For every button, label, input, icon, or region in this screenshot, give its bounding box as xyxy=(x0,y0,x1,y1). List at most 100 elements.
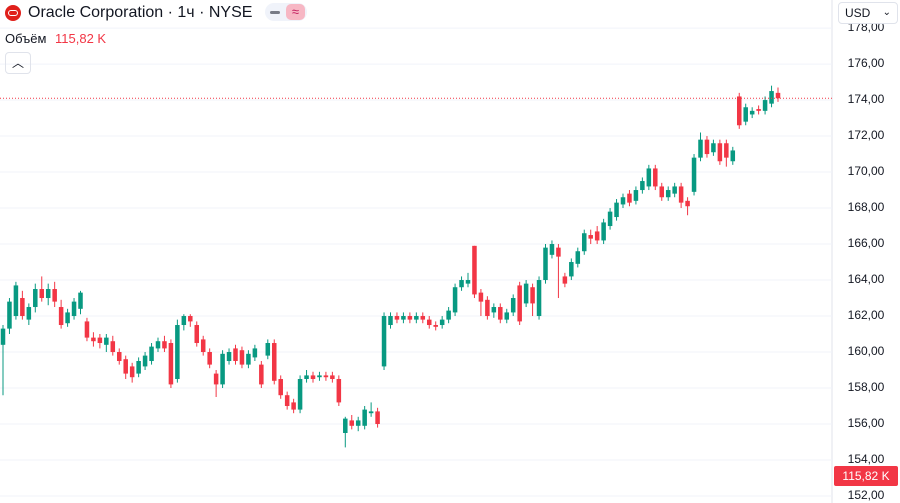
candle-body xyxy=(200,339,206,353)
candle-body xyxy=(52,289,57,302)
y-tick-label: 162,00 xyxy=(848,308,885,322)
candle-body xyxy=(78,292,83,309)
candle-body xyxy=(562,276,568,284)
volume-axis-label: 115,82 K xyxy=(834,466,898,486)
candle-body xyxy=(220,353,225,385)
candle-body xyxy=(26,307,32,320)
candle-body xyxy=(517,285,522,322)
candle-body xyxy=(394,316,400,320)
candle-body xyxy=(271,343,277,381)
collapse-button[interactable]: ︿ xyxy=(5,52,31,74)
candle-body xyxy=(349,420,355,426)
candle-body xyxy=(116,352,122,362)
candle-body xyxy=(233,348,238,362)
y-tick-label: 174,00 xyxy=(848,92,885,106)
candle-body xyxy=(265,343,271,356)
candle-body xyxy=(594,231,600,241)
candle-body xyxy=(71,301,77,317)
candle-body xyxy=(284,395,290,406)
candle-body xyxy=(588,235,593,239)
candle-body xyxy=(510,298,516,313)
candle-body xyxy=(672,186,677,194)
candle-body xyxy=(633,190,639,201)
candle-body xyxy=(549,244,555,255)
candle-body xyxy=(491,307,497,313)
candle-body xyxy=(504,312,510,320)
candle-body xyxy=(646,168,652,187)
candle-body xyxy=(614,202,619,218)
candle-body xyxy=(678,186,684,203)
candle-body xyxy=(84,321,90,338)
candle-body xyxy=(20,298,25,317)
candle-body xyxy=(123,359,128,374)
y-tick-label: 172,00 xyxy=(848,128,885,142)
candle-body xyxy=(736,96,742,126)
candle-body xyxy=(607,211,613,227)
candle-body xyxy=(569,262,574,277)
candle-body xyxy=(259,364,264,385)
candle-body xyxy=(33,289,38,308)
y-tick-label: 176,00 xyxy=(848,56,885,70)
candle-body xyxy=(743,107,748,122)
candle-body xyxy=(620,197,626,205)
candle-body xyxy=(149,346,154,362)
candle-body xyxy=(355,420,361,426)
candle-body xyxy=(246,353,251,365)
candle-body xyxy=(65,312,70,324)
candle-body xyxy=(640,181,645,191)
candle-body xyxy=(278,379,283,396)
candle-body xyxy=(536,280,542,317)
currency: USD xyxy=(845,6,871,20)
candle-body xyxy=(188,316,193,322)
candle-body xyxy=(627,193,632,203)
candle-body xyxy=(226,352,232,362)
toggle[interactable]: ≈ xyxy=(265,3,307,21)
candle-body xyxy=(465,280,471,284)
candle-body xyxy=(717,143,723,162)
candle-body xyxy=(97,337,103,344)
candle-body xyxy=(181,316,187,326)
candle-body xyxy=(0,328,6,345)
candle-body xyxy=(343,418,348,433)
candle-body xyxy=(704,139,710,155)
candle-body xyxy=(213,373,219,385)
candle-body xyxy=(698,139,703,158)
logo xyxy=(5,5,21,21)
candle-body xyxy=(381,316,387,367)
candle-body xyxy=(472,245,477,295)
candle-body xyxy=(498,307,503,320)
candle-body xyxy=(388,316,393,326)
candle-body xyxy=(252,348,258,358)
y-tick-label: 166,00 xyxy=(848,236,885,250)
candle-body xyxy=(13,285,19,317)
y-tick-label: 152,00 xyxy=(848,488,885,502)
y-tick-label: 160,00 xyxy=(848,344,885,358)
candle-body xyxy=(711,143,716,153)
candle-body xyxy=(749,110,755,115)
candle-body xyxy=(685,200,690,207)
candle-body xyxy=(401,316,406,320)
candle-body xyxy=(110,341,116,353)
candle-body xyxy=(7,301,12,329)
candle-body xyxy=(168,343,174,385)
candle-body xyxy=(362,409,367,426)
y-tick-label: 170,00 xyxy=(848,164,885,178)
candle-body xyxy=(39,289,45,299)
candle-body xyxy=(136,361,141,374)
candle-body xyxy=(310,375,316,380)
candle-body xyxy=(485,299,490,317)
candle-body xyxy=(769,91,774,104)
candle-body xyxy=(543,247,548,281)
candle-body xyxy=(142,355,148,367)
candle-body xyxy=(162,341,167,349)
candle-body xyxy=(45,289,51,299)
candle-body xyxy=(523,283,529,304)
candle-body xyxy=(414,316,419,320)
candle-body xyxy=(207,352,212,365)
candle-body xyxy=(691,157,697,192)
candle-body xyxy=(175,325,180,380)
candle-body xyxy=(756,109,761,111)
candle-body xyxy=(104,337,109,345)
currency-select[interactable]: USD ⌄ xyxy=(838,2,898,24)
